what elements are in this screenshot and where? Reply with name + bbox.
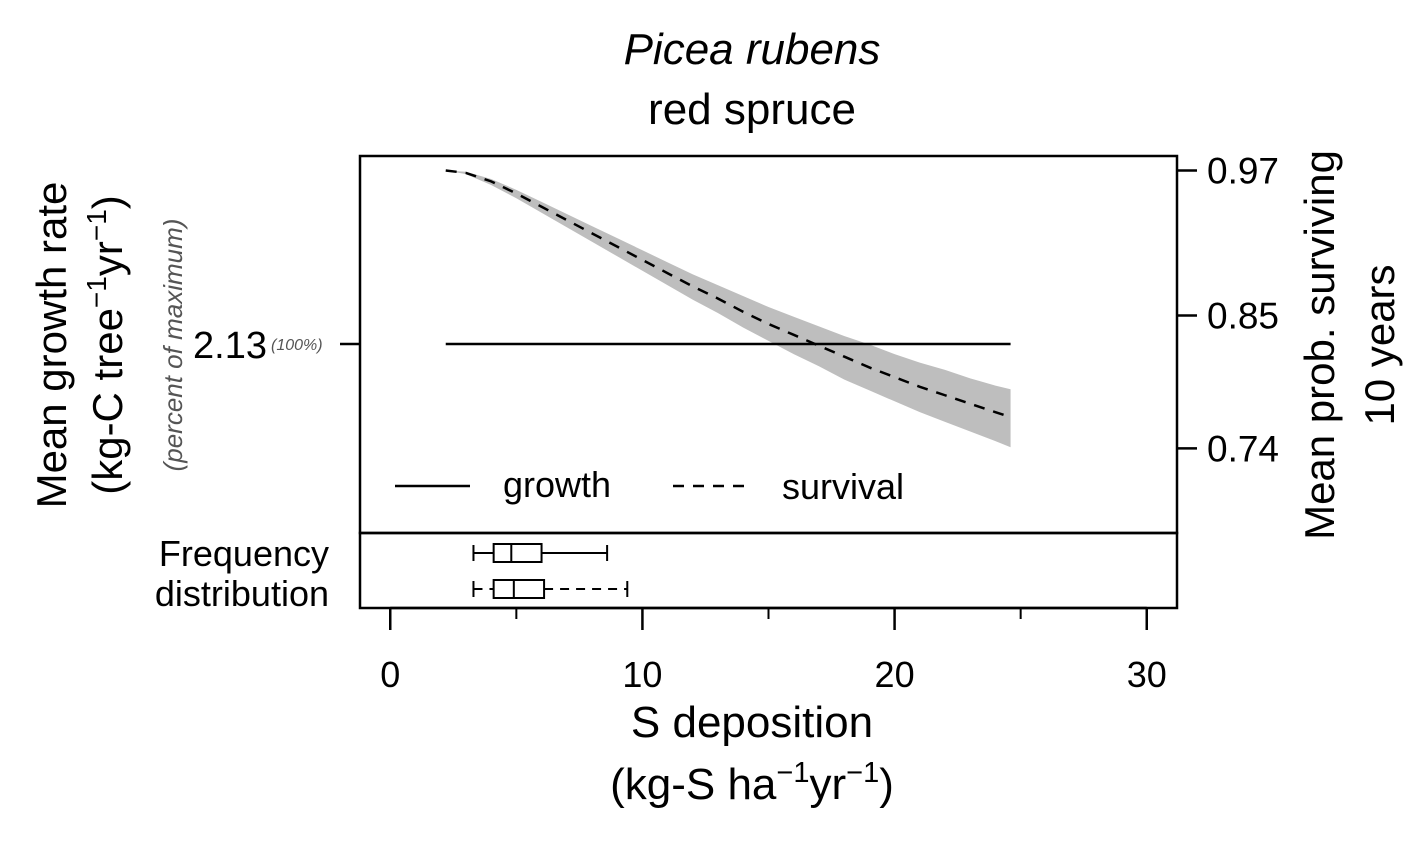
left-axis-label-units: (kg-C tree−1yr−1): [81, 195, 131, 495]
right-axis-label-line2: 10 years: [1356, 264, 1403, 425]
x-axis: 0 10 20 30: [380, 606, 1167, 695]
right-axis-tick-label: 0.97: [1207, 151, 1279, 192]
chart-title: Picea rubens: [624, 25, 881, 74]
right-axis-label: Mean prob. surviving: [1296, 150, 1343, 540]
confidence-band-layer: [445, 170, 1011, 448]
legend-growth-label: growth: [503, 464, 611, 505]
frequency-panel-frame: [358, 531, 1179, 610]
left-axis-sublabel: (percent of maximum): [158, 219, 188, 472]
x-tick-label: 10: [622, 654, 662, 695]
legend-survival-label: survival: [782, 466, 904, 507]
right-axis: 0.97 0.85 0.74: [1177, 151, 1279, 469]
right-axis-tick-label: 0.74: [1207, 428, 1279, 469]
right-axis-tick-label: 0.85: [1207, 296, 1279, 337]
frequency-panel-label-line2: distribution: [155, 573, 329, 614]
frequency-panel-label: Frequency: [159, 533, 329, 574]
x-tick-label: 20: [875, 654, 915, 695]
chart-subtitle: red spruce: [648, 85, 856, 134]
survival-confidence-band: [445, 170, 1011, 448]
x-axis-label: S deposition: [631, 698, 873, 747]
survival-boxplot-box: [492, 579, 546, 599]
survival-line: [445, 169, 1011, 419]
left-axis-label: Mean growth rate: [28, 182, 75, 509]
growth-boxplot-box: [492, 543, 543, 563]
left-axis-tick-note: (100%): [271, 337, 323, 354]
left-axis-tick-label: 2.13: [193, 325, 267, 367]
legend: growth survival: [395, 464, 904, 507]
x-tick-label: 0: [380, 654, 400, 695]
boxplot-layer: [472, 543, 629, 599]
x-axis-label-units: (kg-S ha−1yr−1): [610, 757, 894, 809]
growth-boxplot: [472, 543, 609, 563]
series-layer: [445, 169, 1011, 419]
survival-boxplot: [472, 579, 629, 599]
x-tick-label: 30: [1127, 654, 1167, 695]
